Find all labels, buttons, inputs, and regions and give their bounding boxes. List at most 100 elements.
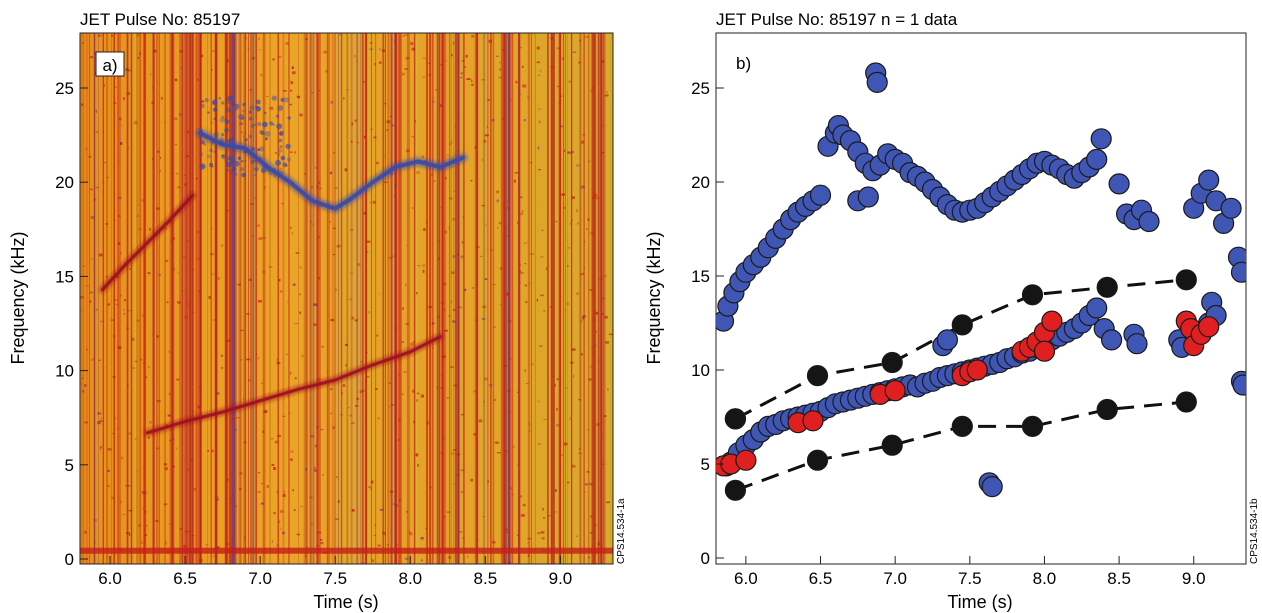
spectrogram-speckle bbox=[522, 84, 527, 88]
spectrogram-speckle bbox=[134, 360, 137, 362]
spectrogram-speckle bbox=[437, 240, 440, 242]
scatter-plot bbox=[716, 62, 1246, 501]
spectrogram-speckle bbox=[481, 318, 486, 320]
spectrogram-speckle bbox=[290, 89, 293, 92]
spectrogram-blob bbox=[282, 162, 288, 167]
spectrogram-speckle bbox=[294, 322, 299, 325]
spectrogram-speckle bbox=[185, 155, 189, 158]
spectrogram-speckle bbox=[412, 389, 415, 393]
spectrogram-speckle bbox=[440, 452, 443, 454]
spectrogram-speckle bbox=[496, 452, 501, 454]
spectrogram-speckle bbox=[384, 156, 386, 158]
spectrogram-speckle bbox=[100, 417, 102, 419]
spectrogram-speckle bbox=[151, 101, 154, 105]
spectrogram-speckle bbox=[422, 155, 424, 158]
spectrogram-speckle bbox=[271, 464, 275, 466]
spectrogram-streak bbox=[326, 33, 329, 564]
x-tick-label: 7.0 bbox=[248, 569, 272, 588]
spectrogram-speckle bbox=[517, 391, 519, 393]
spectrogram-speckle bbox=[201, 54, 204, 58]
spectrogram-speckle bbox=[537, 146, 540, 150]
spectrogram-speckle bbox=[562, 57, 565, 60]
spectrogram-blob bbox=[213, 131, 219, 137]
spectrogram-speckle bbox=[494, 398, 497, 401]
spectrogram-speckle bbox=[142, 507, 145, 510]
spectrogram-speckle bbox=[285, 353, 288, 355]
black-data-point bbox=[881, 351, 903, 374]
spectrogram-blob bbox=[226, 161, 232, 168]
spectrogram-speckle bbox=[451, 452, 455, 455]
spectrogram-blob bbox=[254, 166, 259, 172]
spectrogram-speckle bbox=[246, 312, 250, 315]
spectrogram-speckle bbox=[346, 89, 349, 91]
y-tick-label: 5 bbox=[701, 455, 710, 474]
spectrogram-speckle bbox=[402, 35, 405, 37]
spectrogram-streak bbox=[394, 33, 397, 564]
spectrogram-speckle bbox=[128, 485, 131, 487]
spectrogram-blob bbox=[253, 123, 256, 126]
spectrogram-speckle bbox=[351, 122, 354, 126]
spectrogram-speckle bbox=[299, 293, 301, 296]
spectrogram-speckle bbox=[330, 100, 334, 104]
spectrogram-speckle bbox=[415, 453, 419, 457]
spectrogram-streak bbox=[594, 33, 597, 564]
spectrogram-speckle bbox=[456, 253, 459, 256]
spectrogram-streak bbox=[119, 33, 121, 564]
x-tick-label: 8.0 bbox=[1033, 569, 1057, 588]
black-data-point bbox=[724, 408, 747, 430]
spectrogram-blob bbox=[279, 145, 283, 149]
spectrogram-speckle bbox=[216, 546, 220, 549]
spectrogram-speckle bbox=[318, 89, 320, 92]
spectrogram-speckle bbox=[99, 448, 101, 451]
spectrogram-speckle bbox=[159, 169, 161, 172]
spectrogram-speckle bbox=[211, 227, 213, 230]
spectrogram-speckle bbox=[586, 429, 589, 431]
spectrogram-blob bbox=[234, 108, 238, 111]
spectrogram-speckle bbox=[214, 496, 219, 499]
blue-data-point bbox=[1232, 374, 1246, 396]
spectrogram-streak bbox=[487, 33, 488, 564]
spectrogram-speckle bbox=[439, 104, 442, 108]
spectrogram-speckle bbox=[417, 265, 421, 267]
spectrogram-speckle bbox=[391, 404, 395, 406]
spectrogram-streak bbox=[190, 33, 192, 564]
spectrogram-streak bbox=[413, 33, 416, 564]
spectrogram-speckle bbox=[489, 249, 493, 251]
black-data-point bbox=[1175, 391, 1197, 413]
spectrogram-speckle bbox=[386, 544, 389, 546]
spectrogram-speckle bbox=[315, 444, 317, 448]
spectrogram-speckle bbox=[178, 113, 182, 116]
spectrogram-streak bbox=[334, 33, 336, 564]
black-data-point bbox=[806, 365, 829, 387]
spectrogram-speckle bbox=[139, 52, 141, 56]
spectrogram-speckle bbox=[571, 150, 574, 154]
spectrogram-speckle bbox=[371, 559, 375, 562]
spectrogram-streak bbox=[389, 33, 392, 564]
spectrogram-speckle bbox=[484, 134, 489, 137]
spectrogram-speckle bbox=[165, 260, 169, 262]
spectrogram-speckle bbox=[216, 392, 220, 395]
spectrogram-speckle bbox=[518, 520, 521, 523]
spectrogram-speckle bbox=[281, 203, 284, 205]
spectrogram-streak bbox=[117, 33, 119, 564]
spectrogram-streak bbox=[184, 33, 187, 564]
spectrogram-streak bbox=[224, 33, 227, 564]
blue-data-point bbox=[1090, 128, 1112, 150]
spectrogram-blob bbox=[207, 111, 210, 114]
spectrogram-speckle bbox=[369, 42, 373, 44]
panel-b-label: b) bbox=[736, 54, 751, 73]
spectrogram-speckle bbox=[515, 80, 518, 84]
spectrogram-streak bbox=[240, 33, 242, 564]
spectrogram-speckle bbox=[368, 486, 371, 488]
black-data-point bbox=[1021, 284, 1044, 306]
spectrogram-blob bbox=[278, 148, 283, 153]
spectrogram-speckle bbox=[168, 523, 172, 525]
spectrogram-blob bbox=[209, 148, 213, 153]
spectrogram-speckle bbox=[126, 327, 129, 329]
panel-a: JET Pulse No: 85197 a) 6.0 6.5 7.0 7.5 8.0 8.… bbox=[8, 10, 627, 612]
spectrogram-streak bbox=[444, 33, 447, 564]
spectrogram-speckle bbox=[251, 235, 255, 237]
spectrogram-speckle bbox=[113, 219, 116, 222]
spectrogram-speckle bbox=[369, 48, 373, 50]
spectrogram-speckle bbox=[583, 267, 585, 269]
